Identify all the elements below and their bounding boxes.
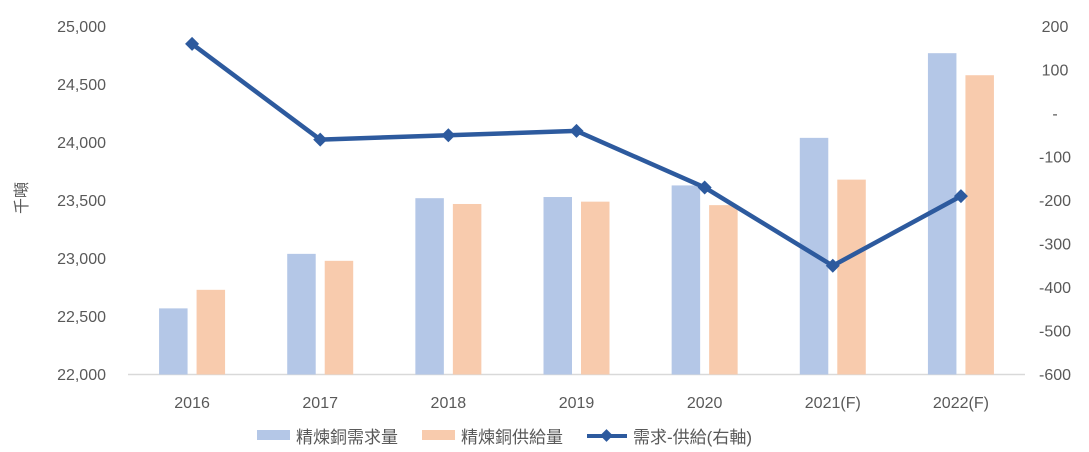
- line-marker: [569, 123, 584, 138]
- line-marker: [185, 36, 200, 51]
- legend-label-supply: 精煉銅供給量: [461, 427, 563, 447]
- right-axis-tick-label: -100: [1039, 150, 1071, 167]
- legend-label-demand: 精煉銅需求量: [296, 427, 398, 447]
- right-axis-tick-label: 200: [1042, 19, 1069, 36]
- demand-bar: [415, 198, 444, 375]
- demand-bar: [543, 197, 572, 375]
- demand-bar: [159, 308, 188, 375]
- demand-bar: [287, 253, 316, 375]
- right-axis-tick-label: -500: [1039, 324, 1071, 341]
- left-axis-title: 千噸: [14, 181, 31, 215]
- right-axis-tick-label: -300: [1039, 237, 1071, 254]
- x-category-label: 2019: [559, 395, 595, 412]
- left-axis-tick-label: 24,500: [57, 77, 106, 94]
- supply-bar: [324, 260, 354, 375]
- left-axis-tick-label: 23,000: [57, 251, 106, 268]
- left-axis-tick-label: 23,500: [57, 193, 106, 210]
- line-marker: [953, 189, 968, 204]
- demand-bar: [671, 185, 701, 375]
- legend-item-demand: 精煉銅需求量: [257, 423, 398, 448]
- right-axis-tick-label: -200: [1039, 193, 1071, 210]
- legend-item-supply: 精煉銅供給量: [422, 423, 563, 448]
- line-sample-diamond: [600, 428, 613, 442]
- line-marker: [313, 132, 328, 147]
- left-axis-tick-label: 22,500: [57, 309, 106, 326]
- right-axis-tick-label: -600: [1039, 367, 1071, 384]
- right-axis-tick-label: -400: [1039, 280, 1071, 297]
- left-axis-tick-label: 24,000: [57, 135, 106, 152]
- legend-label-diff: 需求-供給(右軸): [633, 427, 752, 447]
- legend-item-diff: 需求-供給(右軸): [587, 423, 752, 448]
- legend: 精煉銅需求量 精煉銅供給量 需求-供給(右軸): [0, 421, 1009, 449]
- line-marker: [825, 258, 840, 273]
- line-marker: [441, 128, 456, 143]
- supply-bar: [837, 179, 866, 375]
- supply-bar: [581, 201, 610, 375]
- line-diamond-icon: [587, 428, 627, 442]
- demand-swatch-icon: [257, 430, 290, 440]
- left-axis-tick-label: 22,000: [57, 367, 106, 384]
- x-category-label: 2018: [431, 395, 467, 412]
- right-axis-tick-label: -: [1052, 106, 1057, 123]
- left-axis-tick-label: 25,000: [57, 19, 106, 36]
- x-category-label: 2020: [687, 395, 723, 412]
- x-category-label: 2022(F): [933, 395, 989, 412]
- supply-swatch-icon: [422, 430, 455, 440]
- line-marker: [697, 180, 712, 195]
- x-category-label: 2016: [174, 395, 210, 412]
- right-axis-tick-label: 100: [1042, 63, 1069, 80]
- supply-bar: [196, 289, 226, 375]
- supply-bar: [452, 203, 482, 375]
- x-category-label: 2021(F): [805, 395, 861, 412]
- supply-bar: [709, 205, 738, 375]
- supply-bar: [965, 75, 994, 375]
- x-category-label: 2017: [302, 395, 338, 412]
